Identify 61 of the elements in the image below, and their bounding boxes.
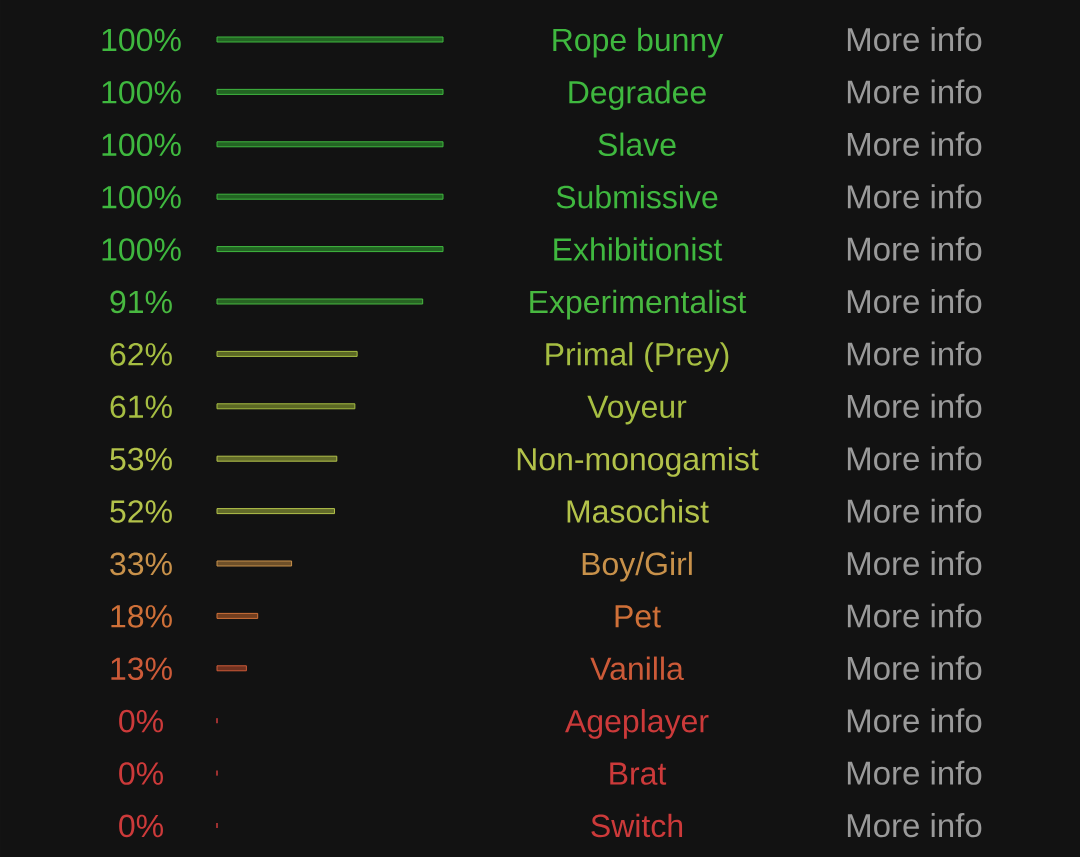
bar <box>216 193 444 200</box>
data-label: 100% <box>102 185 181 209</box>
data-label: 100% <box>102 81 181 104</box>
bar <box>216 246 444 253</box>
text: More info <box>847 27 982 52</box>
text: More info <box>847 289 982 314</box>
y-tick-label: Slave <box>598 132 676 157</box>
text: More info <box>847 341 982 366</box>
text: More info <box>847 760 982 785</box>
data-label: 0% <box>119 762 163 785</box>
data-label: 91% <box>110 290 172 314</box>
data-label: 52% <box>110 500 172 523</box>
y-tick-label: Degradee <box>569 80 706 110</box>
y-tick-label: Experimentalist <box>530 289 747 320</box>
bar <box>216 141 444 148</box>
y-tick-label: Masochist <box>567 499 709 523</box>
bar <box>216 612 259 619</box>
text: More info <box>847 655 982 681</box>
data-label: 61% <box>110 395 172 419</box>
text: More info <box>847 184 982 209</box>
data-label: 53% <box>110 447 172 471</box>
bar <box>216 665 247 672</box>
y-tick-label: Primal (Prey) <box>546 342 729 372</box>
y-tick-label: Brat <box>610 762 667 785</box>
data-label: 100% <box>102 238 181 261</box>
y-tick-label: Switch <box>591 813 683 838</box>
data-label: 33% <box>110 552 172 576</box>
y-tick-label: Submissive <box>556 184 718 209</box>
y-tick-label: Vanilla <box>590 656 684 681</box>
y-tick-label: Rope bunny <box>553 27 724 58</box>
y-tick-label: Boy/Girl <box>582 551 692 582</box>
bar <box>216 455 338 462</box>
text: More info <box>847 603 982 628</box>
bar <box>216 298 424 305</box>
text: More info <box>847 236 982 261</box>
data-label: 0% <box>119 709 163 733</box>
bar <box>216 350 358 357</box>
bar <box>216 36 444 43</box>
text: More info <box>847 131 982 157</box>
bar <box>216 560 293 567</box>
text: More info <box>847 708 982 733</box>
y-tick-label: Voyeur <box>587 395 687 425</box>
y-tick-label: Exhibitionist <box>554 237 723 261</box>
data-label: 13% <box>111 657 172 681</box>
text: More info <box>847 79 982 104</box>
y-tick-label: Non-monogamist <box>517 446 759 477</box>
text: More info <box>847 551 982 576</box>
y-tick-label: Ageplayer <box>565 708 709 739</box>
text: More info <box>847 393 982 419</box>
y-tick-label: Pet <box>615 605 661 628</box>
data-label: 100% <box>102 28 181 52</box>
text: More info <box>847 446 982 471</box>
text: More info <box>847 813 982 838</box>
bar <box>216 403 356 410</box>
data-label: 62% <box>110 343 172 366</box>
bar <box>216 508 336 515</box>
data-label: 100% <box>102 133 181 157</box>
data-label: 18% <box>111 605 172 628</box>
text: More info <box>847 498 982 523</box>
data-label: 0% <box>119 814 163 838</box>
bar <box>216 88 444 95</box>
